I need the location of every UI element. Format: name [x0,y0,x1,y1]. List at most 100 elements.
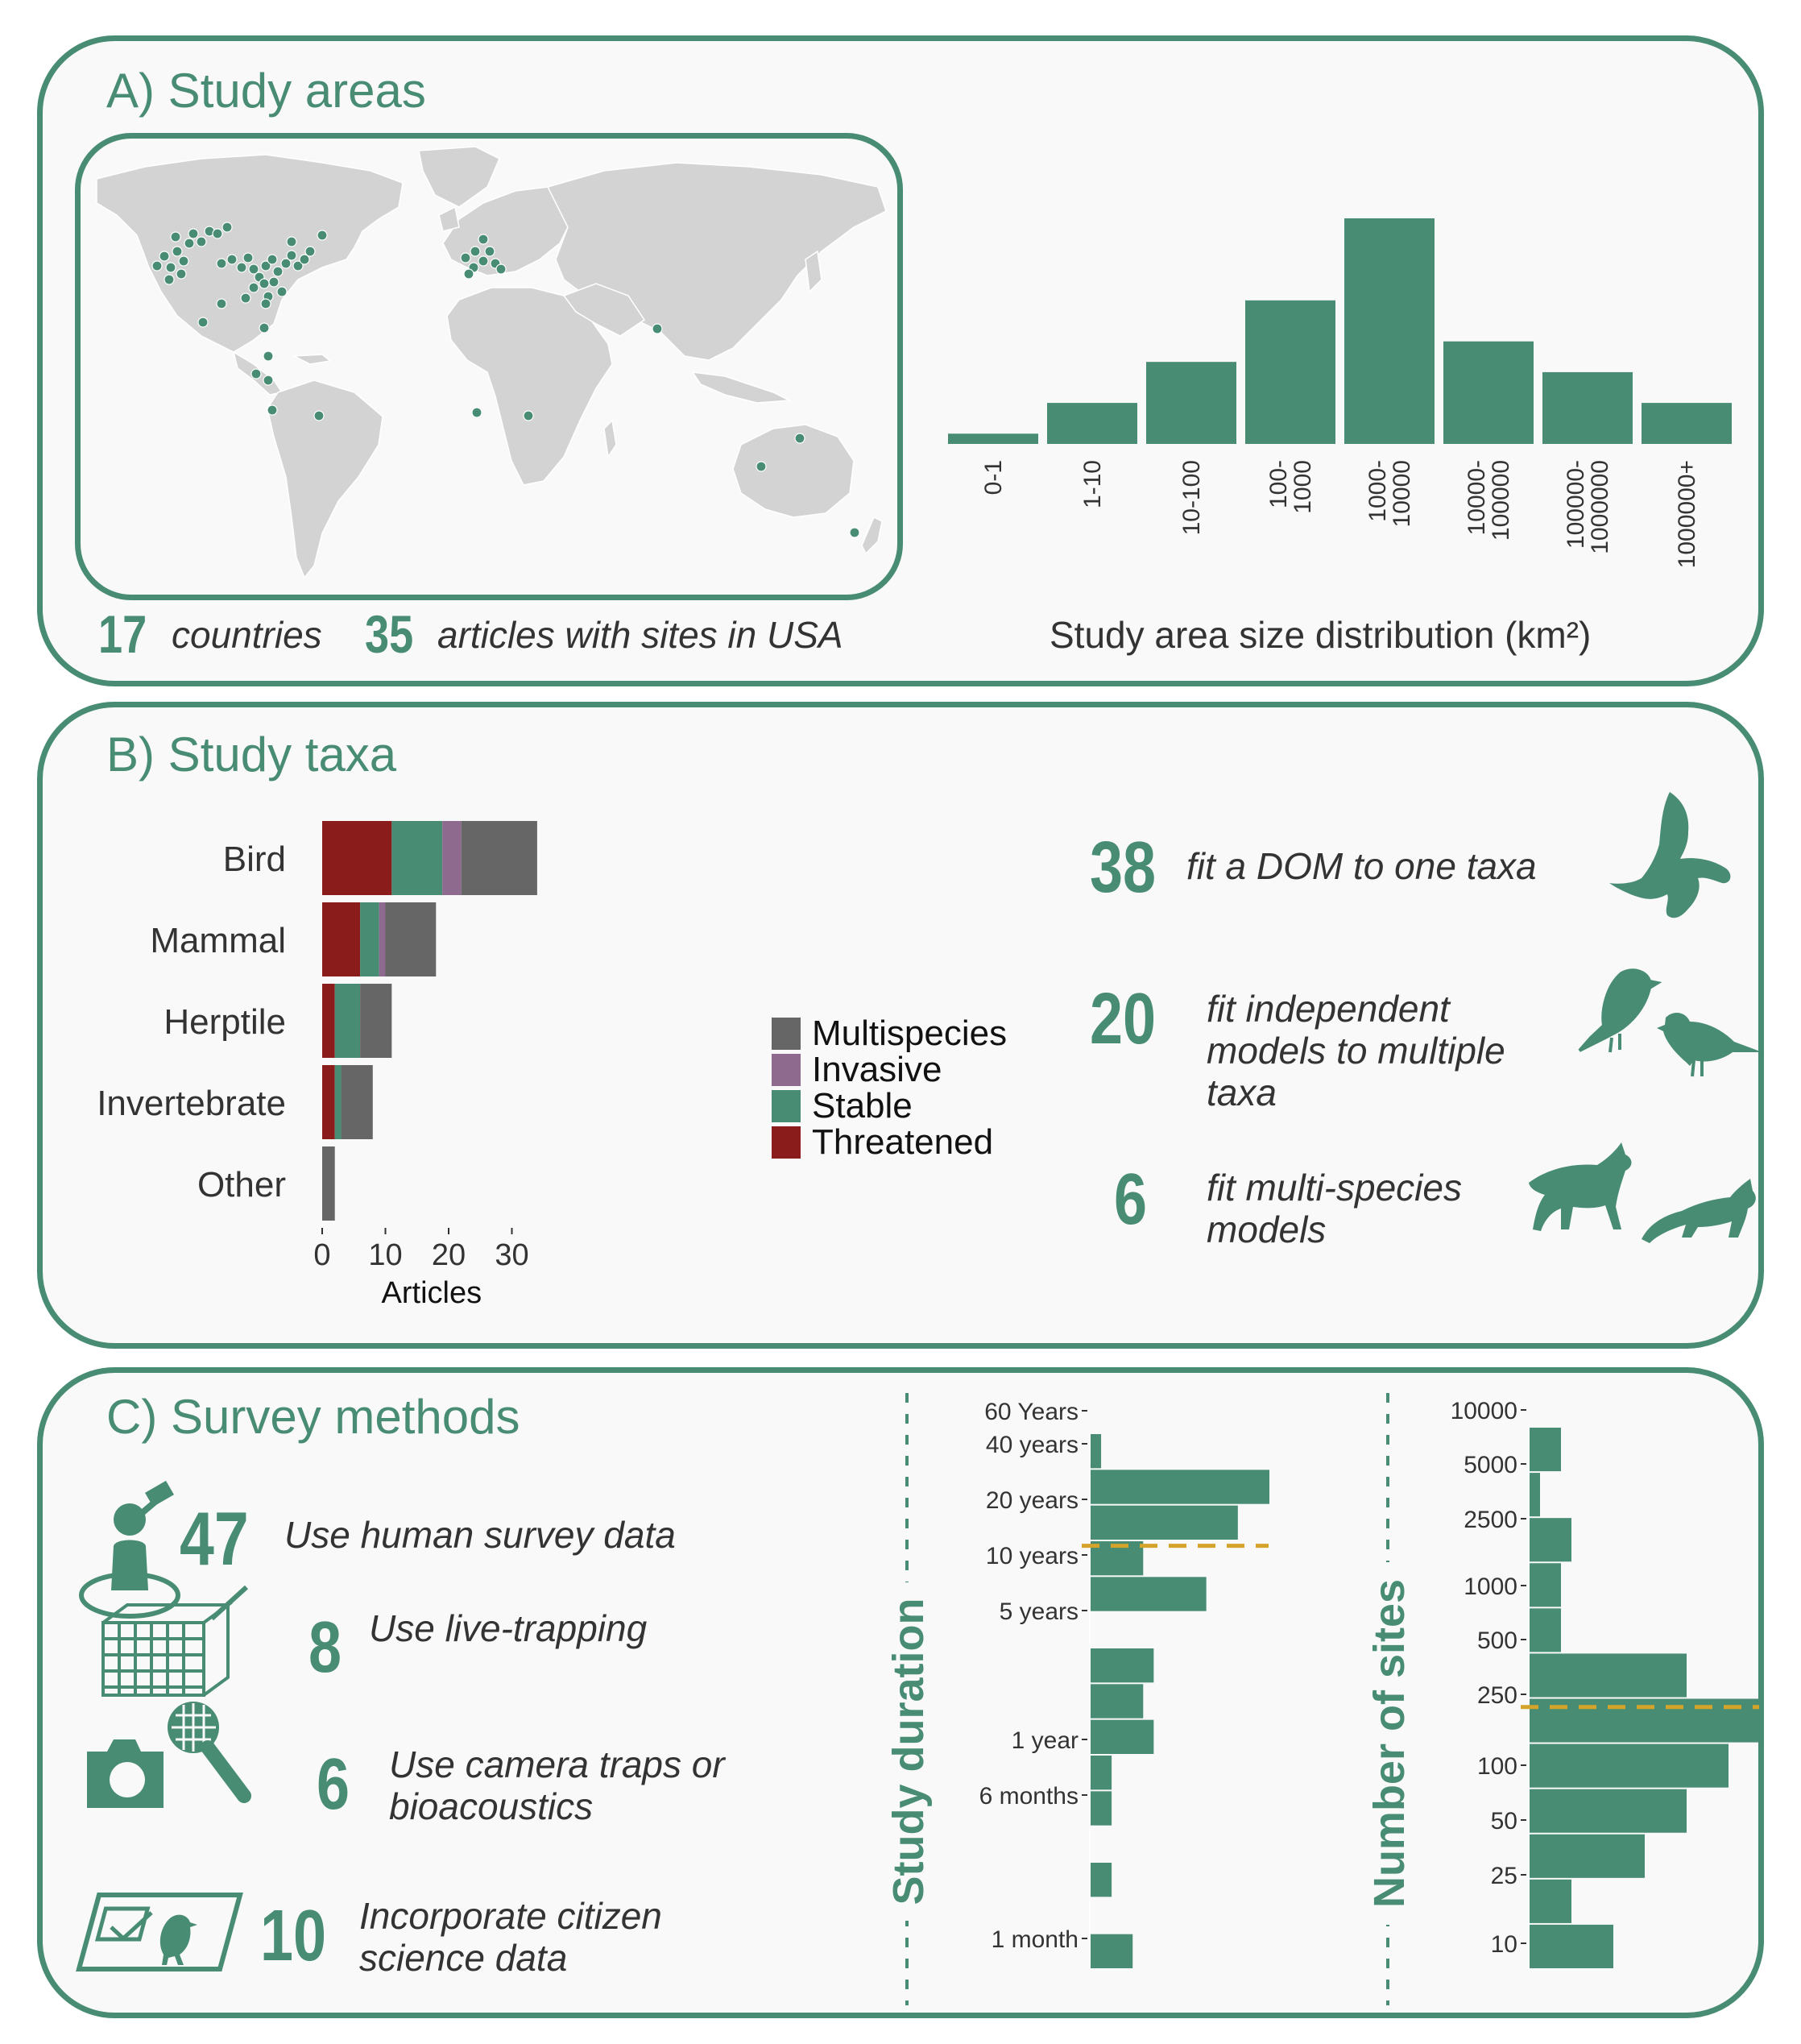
usa-articles-count: 35 [365,604,414,664]
study-taxa-stacked-bar-chart: Bird Mammal Herptile Invertebrate Other 0 10 20… [97,821,1007,1310]
citizen-science-line2: science data [359,1937,568,1979]
study-duration-chart: Study duration 60 Years 40 years 20 years 10… [881,1393,1269,2005]
histogram-bar [1530,1518,1571,1562]
world-map-svg [96,146,887,579]
area-size-bar [1047,403,1137,444]
histogram-bar [1530,1653,1687,1698]
y-tick-label: 500 [1477,1627,1517,1654]
taxa-bar-invasive [379,902,386,976]
histogram-bar [1530,1563,1561,1607]
svg-text:10000: 10000 [1389,460,1415,527]
stat-multiple-taxa-label: fit independent models to multiple taxa [1207,988,1505,1113]
svg-text:0-1: 0-1 [980,460,1007,495]
australia [732,424,855,518]
taxa-bar-multispecies [385,902,437,976]
live-trapping-count: 8 [308,1607,342,1688]
stat-one-taxa-label: fit a DOM to one taxa [1186,845,1537,887]
y-tick-label: 1000 [1464,1573,1517,1600]
svg-text:100-: 100- [1265,460,1292,508]
svg-text:1-10: 1-10 [1079,460,1106,508]
histogram-bar [1530,1924,1613,1968]
svg-text:10-100: 10-100 [1178,460,1205,535]
svg-text:10000-: 10000- [1464,460,1490,535]
stat-multispecies-label: fit multi-species models [1207,1167,1462,1250]
legend-swatch-threatened [772,1126,801,1159]
taxa-x-tick-label: 10 [368,1238,402,1272]
y-tick-label: 50 [1491,1808,1517,1835]
svg-text:Study duration: Study duration [884,1598,933,1905]
stat-multispecies-line2: models [1207,1209,1327,1250]
histogram-bar [1530,1473,1540,1517]
histogram-bar [1530,1879,1571,1923]
svg-text:1000000+: 1000000+ [1674,460,1700,568]
area-size-tick-label: 1-10 [1079,460,1106,508]
histogram-bar [1091,1577,1207,1611]
taxa-category-label: Mammal [150,921,286,960]
taxa-x-tick-label: 20 [432,1238,466,1272]
camera-bioacoustics-line2: bioacoustics [389,1785,594,1827]
taxa-category-label: Bird [223,840,286,879]
svg-text:1000000: 1000000 [1587,460,1613,554]
svg-text:1000: 1000 [1290,460,1316,514]
legend-swatch-stable [772,1090,801,1122]
taxa-bar-invasive [442,821,462,895]
y-tick-label: 100 [1477,1753,1517,1780]
legend-swatch-multispecies [772,1018,801,1050]
histogram-bar [1530,1608,1561,1652]
legend-label-multispecies: Multispecies [812,1014,1007,1053]
histogram-bar [1091,1791,1112,1826]
histogram-bar [1091,1684,1144,1719]
taxa-bar-multispecies [341,1065,373,1139]
citizen-science-line1: Incorporate citizen [359,1895,662,1937]
microphone-icon [168,1702,251,1803]
taxa-bar-threatened [322,821,392,895]
histogram-bar [1530,1789,1687,1833]
svg-text:Number of sites: Number of sites [1365,1579,1414,1908]
area-size-bar [1542,371,1633,444]
taxa-x-tick-label: 30 [495,1238,528,1272]
live-trap-icon [101,1585,249,1697]
taxa-category-label: Herptile [164,1002,286,1042]
y-tick-label: 10 [1491,1931,1517,1958]
countries-label: countries [172,614,322,656]
y-tick-label: 20 years [986,1487,1079,1514]
area-size-bar [1443,341,1534,444]
y-tick-label: 250 [1477,1682,1517,1709]
stat-multiple-taxa-line1: fit independent [1207,988,1450,1030]
taxa-bar-stable [334,1065,342,1139]
y-tick-label: 6 months [979,1783,1079,1810]
svg-text:100000: 100000 [1488,460,1514,541]
taxa-x-axis-title: Articles [382,1276,482,1310]
y-tick-label: 60 Years [984,1399,1079,1425]
histogram-bar [1091,1648,1154,1683]
taxa-bar-stable [334,984,361,1058]
study-site-points [151,222,860,538]
area-size-bar [1344,218,1435,444]
area-size-tick-label: 0-1 [980,460,1007,495]
legend-swatch-invasive [772,1054,801,1086]
histogram-bar [1091,1470,1269,1504]
taxa-bar-stable [360,902,379,976]
camera-bioacoustics-count: 6 [317,1744,350,1825]
taxa-bar-stable [391,821,443,895]
two-birds-icon [1578,968,1762,1077]
taxa-bar-multispecies [461,821,537,895]
legend-label-threatened: Threatened [812,1122,993,1162]
area-size-bar [1245,300,1335,444]
citizen-science-count: 10 [260,1896,327,1976]
histogram-bar [1530,1428,1561,1472]
chart-title: Study duration [881,1582,933,1921]
histogram-bar [1091,1505,1238,1540]
study-area-size-caption: Study area size distribution (km²) [1050,614,1592,656]
countries-count: 17 [98,604,147,664]
histogram-bar [1091,1756,1112,1790]
histogram-bar [1091,1434,1102,1469]
legend-label-invasive: Invasive [812,1050,942,1089]
taxa-x-tick-label: 0 [313,1238,330,1272]
y-tick-label: 5 years [1000,1598,1079,1625]
camera-icon [87,1739,164,1808]
svg-text:100000-: 100000- [1563,460,1589,549]
y-tick-label: 1 month [992,1926,1079,1953]
y-tick-label: 10 years [986,1543,1079,1569]
bird-flying-icon [1609,792,1731,918]
